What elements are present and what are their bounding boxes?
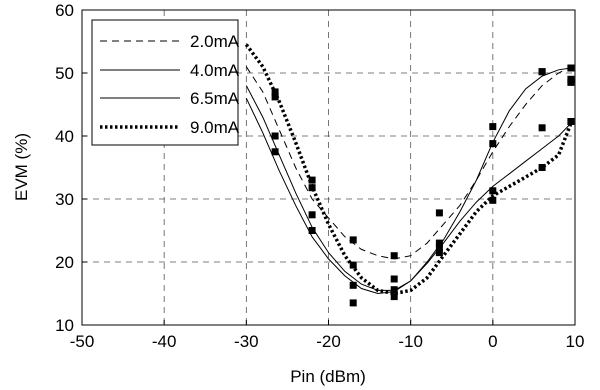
data-point-marker [271, 148, 279, 156]
x-axis: -50 -40 -30 -20 -10 0 10 [70, 320, 585, 351]
y-tick-label: 40 [55, 127, 74, 146]
marker-layer [271, 64, 575, 307]
data-point-marker [567, 64, 575, 72]
x-tick-label: -40 [152, 332, 177, 351]
y-tick-label: 10 [55, 316, 74, 335]
x-tick-label: -10 [398, 332, 423, 351]
legend-label-4mA: 4.0mA [190, 61, 240, 80]
data-point-marker [489, 187, 497, 195]
y-tick-label: 50 [55, 64, 74, 83]
series-layer [244, 43, 573, 296]
x-tick-label: 0 [488, 332, 497, 351]
data-point-marker [435, 244, 443, 251]
x-tick-label: 10 [566, 332, 585, 351]
data-point-marker [538, 124, 546, 132]
legend: 2.0mA 4.0mA 6.5mA 9.0mA [91, 19, 240, 146]
x-tick-label: -50 [70, 332, 95, 351]
y-tick-label: 60 [55, 1, 74, 20]
data-point-marker [349, 261, 357, 269]
data-point-marker [271, 132, 279, 140]
data-point-marker [489, 140, 497, 148]
y-tick-label: 30 [55, 190, 74, 209]
data-point-marker [308, 176, 316, 184]
data-point-marker [435, 249, 443, 257]
data-point-marker [390, 275, 398, 283]
data-point-marker [538, 164, 546, 171]
data-point-marker [271, 88, 279, 96]
data-point-marker [567, 78, 575, 86]
series-line-2 [245, 97, 572, 295]
legend-label-2mA: 2.0mA [190, 32, 240, 51]
y-axis: 10 20 30 40 50 60 [55, 1, 87, 335]
y-axis-title: EVM (%) [12, 133, 31, 201]
data-point-marker [271, 93, 279, 101]
legend-label-9mA: 9.0mA [190, 118, 240, 137]
x-tick-label: -20 [316, 332, 341, 351]
data-point-marker [489, 196, 497, 204]
data-point-marker [308, 227, 316, 234]
x-axis-title: Pin (dBm) [290, 367, 366, 386]
y-tick-label: 20 [55, 253, 74, 272]
data-point-marker [435, 209, 443, 217]
data-point-marker [390, 252, 398, 260]
legend-label-6-5mA: 6.5mA [190, 89, 240, 108]
data-point-marker [349, 281, 357, 289]
data-point-marker [308, 184, 316, 192]
data-point-marker [538, 68, 546, 76]
series-line-0 [245, 66, 572, 260]
series-line-3 [244, 43, 573, 296]
data-point-marker [435, 239, 443, 247]
data-point-marker [308, 211, 316, 219]
data-point-marker [390, 293, 398, 301]
x-tick-label: -30 [234, 332, 259, 351]
data-point-marker [349, 236, 357, 244]
data-point-marker [567, 118, 575, 125]
data-point-marker [390, 286, 398, 294]
data-point-marker [349, 299, 357, 307]
data-point-marker [489, 123, 497, 131]
